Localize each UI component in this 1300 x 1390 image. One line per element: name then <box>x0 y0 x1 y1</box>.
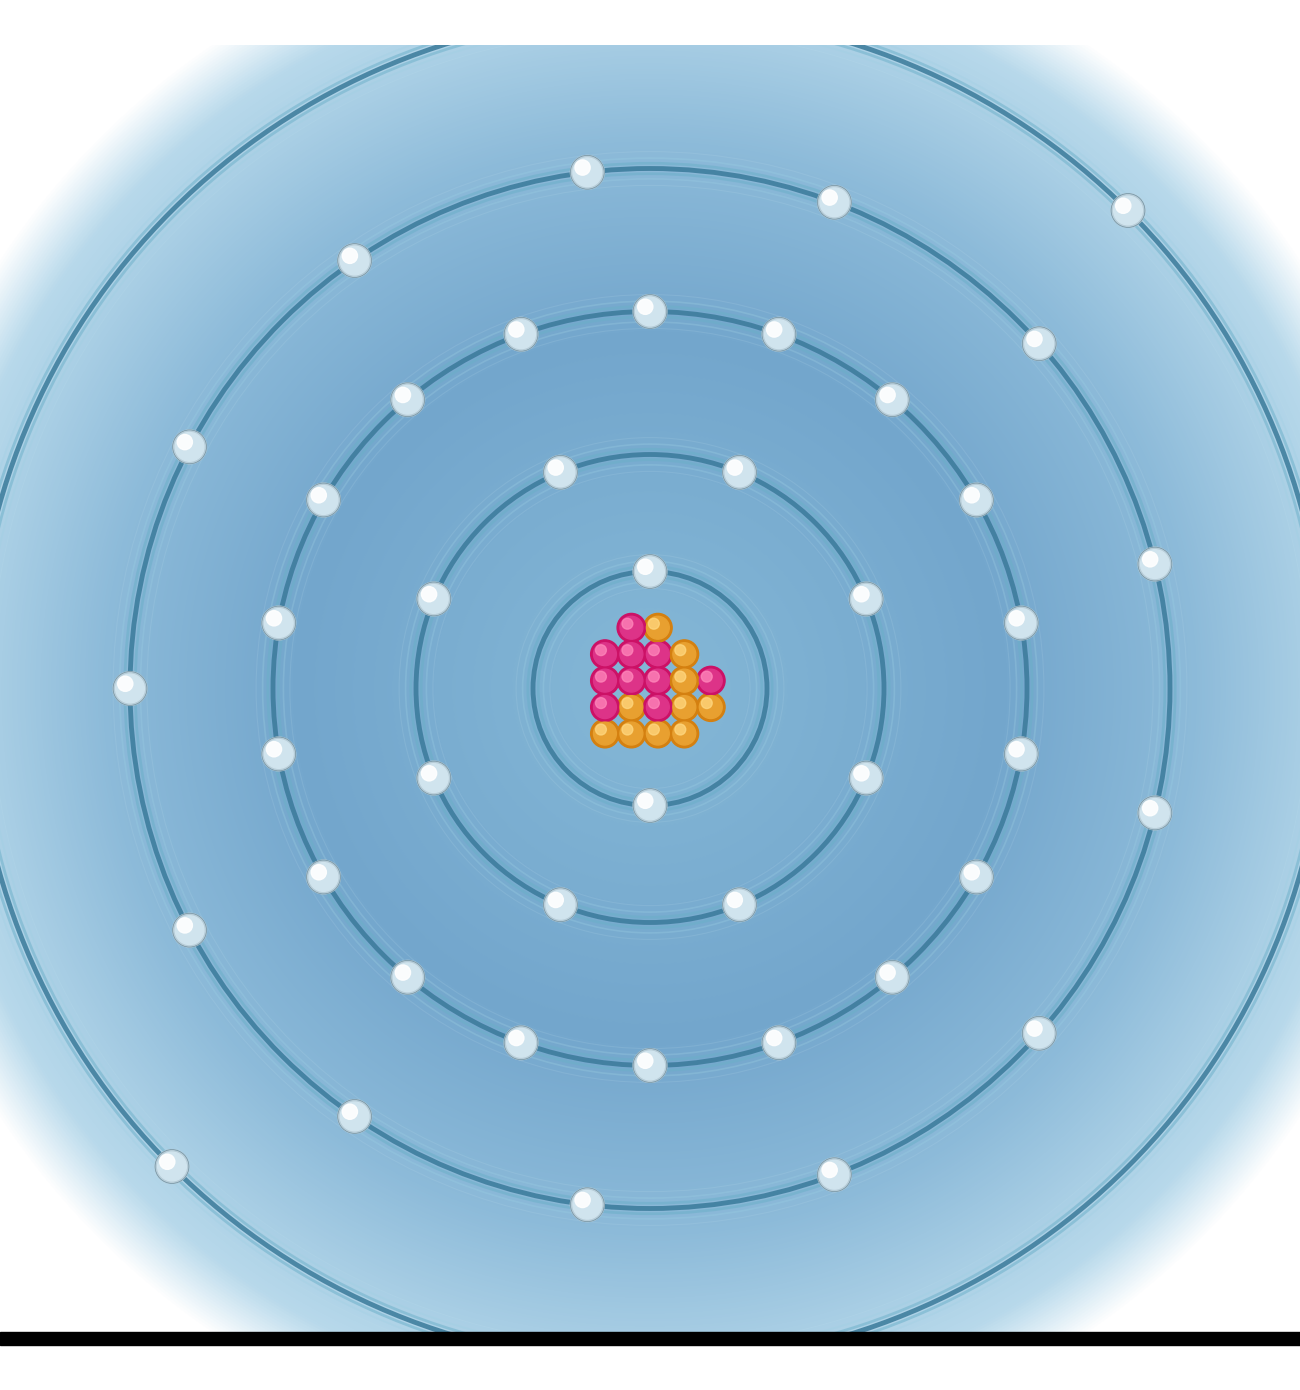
Circle shape <box>261 606 295 639</box>
Circle shape <box>250 288 1050 1088</box>
Circle shape <box>646 642 670 666</box>
Circle shape <box>239 278 1061 1099</box>
Circle shape <box>638 559 653 574</box>
Circle shape <box>1009 610 1024 626</box>
Circle shape <box>1027 1022 1043 1036</box>
Circle shape <box>494 532 806 845</box>
Circle shape <box>1114 196 1143 225</box>
Circle shape <box>468 506 832 870</box>
Circle shape <box>377 416 923 962</box>
Circle shape <box>510 548 790 828</box>
Circle shape <box>646 695 670 719</box>
Circle shape <box>47 85 1253 1291</box>
Circle shape <box>315 353 985 1024</box>
Circle shape <box>849 762 883 795</box>
Circle shape <box>411 449 889 927</box>
Circle shape <box>601 639 699 738</box>
Circle shape <box>701 671 712 682</box>
Circle shape <box>644 613 672 642</box>
Circle shape <box>577 616 723 762</box>
Circle shape <box>116 674 144 703</box>
Circle shape <box>155 1150 188 1183</box>
Circle shape <box>426 464 874 912</box>
Circle shape <box>75 114 1225 1264</box>
Circle shape <box>621 645 633 656</box>
Circle shape <box>354 392 946 986</box>
Circle shape <box>0 4 1300 1372</box>
Circle shape <box>264 609 292 638</box>
Circle shape <box>595 671 606 682</box>
Circle shape <box>767 322 781 338</box>
Circle shape <box>395 965 411 980</box>
Circle shape <box>322 361 978 1016</box>
Circle shape <box>342 1104 358 1119</box>
Circle shape <box>34 72 1266 1305</box>
Circle shape <box>0 3 1300 1375</box>
Circle shape <box>590 639 619 669</box>
Circle shape <box>309 863 338 891</box>
Circle shape <box>549 460 563 475</box>
Circle shape <box>818 185 852 220</box>
Circle shape <box>621 660 679 717</box>
Circle shape <box>122 161 1178 1216</box>
Circle shape <box>0 39 1300 1339</box>
Circle shape <box>675 724 686 735</box>
Circle shape <box>369 407 931 969</box>
Circle shape <box>880 388 896 403</box>
Circle shape <box>0 15 1300 1362</box>
Circle shape <box>1005 606 1039 639</box>
Circle shape <box>595 698 606 709</box>
Circle shape <box>571 156 605 189</box>
Circle shape <box>455 493 845 884</box>
Circle shape <box>645 684 655 694</box>
Circle shape <box>242 281 1058 1097</box>
Circle shape <box>338 1099 372 1133</box>
Circle shape <box>343 382 957 995</box>
Circle shape <box>486 524 814 852</box>
Circle shape <box>361 400 939 977</box>
Circle shape <box>697 692 725 721</box>
Circle shape <box>620 695 644 719</box>
Circle shape <box>588 626 712 751</box>
Circle shape <box>499 538 801 840</box>
Circle shape <box>618 613 646 642</box>
Circle shape <box>112 150 1188 1227</box>
Circle shape <box>0 18 1300 1359</box>
Circle shape <box>644 719 672 748</box>
Circle shape <box>213 252 1087 1126</box>
Circle shape <box>304 343 996 1034</box>
Circle shape <box>507 545 793 831</box>
Circle shape <box>143 182 1157 1195</box>
Circle shape <box>333 371 967 1006</box>
Circle shape <box>177 917 192 933</box>
Circle shape <box>255 293 1045 1084</box>
Circle shape <box>590 666 619 695</box>
Bar <box>0 1332 1300 1346</box>
Circle shape <box>208 246 1092 1130</box>
Circle shape <box>417 762 451 795</box>
Circle shape <box>247 285 1053 1091</box>
Circle shape <box>118 676 133 691</box>
Circle shape <box>481 520 819 858</box>
Circle shape <box>644 639 672 669</box>
Circle shape <box>173 913 207 947</box>
Circle shape <box>959 860 993 894</box>
Circle shape <box>393 431 907 947</box>
Circle shape <box>109 147 1191 1229</box>
Circle shape <box>0 25 1300 1351</box>
Circle shape <box>190 228 1110 1148</box>
Circle shape <box>424 463 876 915</box>
Circle shape <box>341 379 959 998</box>
Circle shape <box>5 43 1295 1333</box>
Circle shape <box>8 46 1292 1330</box>
Circle shape <box>854 766 870 781</box>
